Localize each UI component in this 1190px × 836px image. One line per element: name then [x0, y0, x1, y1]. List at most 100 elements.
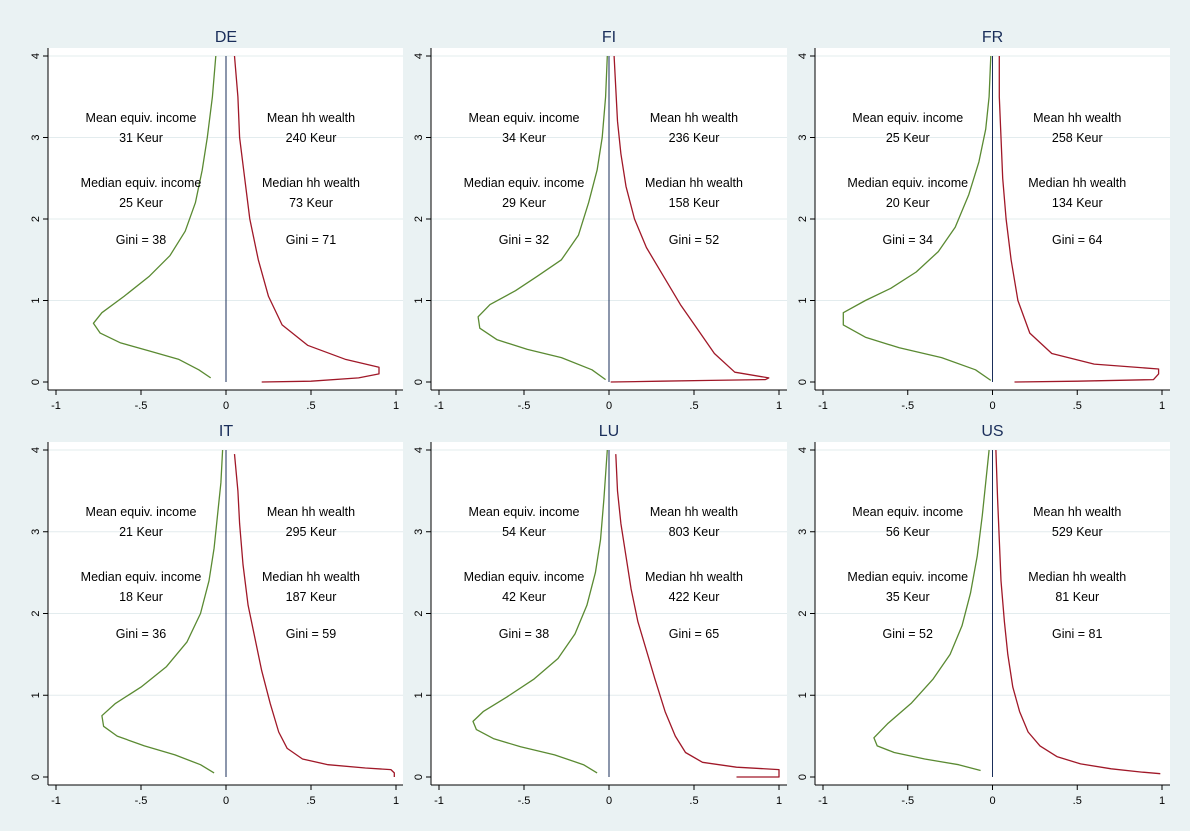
wealth-median-value: 73 Keur	[289, 196, 333, 210]
panel-lu: LU 0 1 2 3 4 -1 -.5 0 .5 1 Mean equiv. income Mean h…	[403, 418, 793, 813]
y-tick-label: 4	[30, 53, 42, 59]
y-tick-label: 2	[413, 216, 425, 222]
y-tick-label: 1	[797, 692, 809, 698]
wealth-density-line	[998, 56, 1160, 383]
income-mean-label: Mean equiv. income	[86, 111, 197, 125]
x-tick-label: 1	[776, 400, 782, 412]
wealth-mean-value: 240 Keur	[286, 131, 337, 145]
y-tick-label: 3	[797, 134, 809, 140]
x-tick-label: 1	[776, 795, 782, 807]
x-tick-label: -1	[51, 795, 61, 807]
income-density-line	[842, 55, 992, 381]
income-median-value: 25 Keur	[119, 196, 163, 210]
wealth-mean-label: Mean hh wealth	[650, 111, 738, 125]
wealth-median-label: Median hh wealth	[262, 570, 360, 584]
wealth-median-value: 422 Keur	[669, 590, 720, 604]
income-density-line	[873, 449, 990, 772]
wealth-mean-label: Mean hh wealth	[1033, 111, 1121, 125]
wealth-mean-value: 529 Keur	[1052, 525, 1103, 539]
wealth-median-label: Median hh wealth	[645, 176, 743, 190]
y-tick-label: 2	[797, 610, 809, 616]
income-median-label: Median equiv. income	[464, 176, 585, 190]
y-tick-label: 2	[30, 610, 42, 616]
wealth-density-line	[995, 449, 1161, 775]
x-tick-label: .5	[689, 795, 698, 807]
x-tick-label: 1	[393, 400, 399, 412]
wealth-gini-label: Gini = 52	[669, 233, 719, 247]
x-tick-label: -.5	[135, 795, 148, 807]
wealth-gini-label: Gini = 81	[1052, 627, 1102, 641]
wealth-median-value: 187 Keur	[286, 590, 337, 604]
income-median-value: 42 Keur	[502, 590, 546, 604]
income-mean-label: Mean equiv. income	[852, 111, 963, 125]
wealth-median-value: 158 Keur	[669, 196, 720, 210]
wealth-mean-value: 803 Keur	[669, 525, 720, 539]
y-tick-label: 1	[30, 297, 42, 303]
y-tick-label: 4	[30, 447, 42, 453]
income-mean-value: 54 Keur	[502, 525, 546, 539]
y-tick-label: 4	[413, 53, 425, 59]
x-tick-label: 1	[393, 795, 399, 807]
wealth-median-value: 134 Keur	[1052, 196, 1103, 210]
income-mean-label: Mean equiv. income	[852, 505, 963, 519]
y-tick-label: 3	[413, 529, 425, 535]
wealth-median-value: 81 Keur	[1055, 590, 1099, 604]
x-tick-label: .5	[689, 400, 698, 412]
y-tick-label: 0	[30, 379, 42, 385]
y-tick-label: 3	[30, 134, 42, 140]
x-tick-label: 0	[989, 400, 995, 412]
y-tick-label: 0	[413, 379, 425, 385]
wealth-median-label: Median hh wealth	[1028, 176, 1126, 190]
wealth-density-line	[233, 454, 395, 777]
x-tick-label: -.5	[518, 400, 531, 412]
wealth-mean-label: Mean hh wealth	[267, 505, 355, 519]
x-tick-label: -1	[818, 400, 828, 412]
income-mean-value: 34 Keur	[502, 131, 546, 145]
wealth-gini-label: Gini = 71	[286, 233, 336, 247]
y-tick-label: 4	[413, 447, 425, 453]
y-tick-label: 2	[413, 610, 425, 616]
x-tick-label: 0	[606, 400, 612, 412]
panel-de: DE 0 1 2 3 4 -1 -.5 0 .5 1 Mean equiv. income Mean h…	[10, 22, 404, 417]
wealth-gini-label: Gini = 64	[1052, 233, 1102, 247]
wealth-density-line	[615, 454, 780, 778]
income-median-label: Median equiv. income	[81, 176, 202, 190]
x-tick-label: -.5	[135, 400, 148, 412]
y-tick-label: 1	[413, 297, 425, 303]
wealth-mean-label: Mean hh wealth	[650, 505, 738, 519]
wealth-median-label: Median hh wealth	[262, 176, 360, 190]
income-gini-label: Gini = 38	[499, 627, 549, 641]
wealth-gini-label: Gini = 65	[669, 627, 719, 641]
income-median-value: 20 Keur	[886, 196, 930, 210]
income-median-value: 35 Keur	[886, 590, 930, 604]
panel-title: FI	[602, 29, 616, 46]
x-tick-label: 0	[606, 795, 612, 807]
income-mean-value: 56 Keur	[886, 525, 930, 539]
y-tick-label: 0	[413, 774, 425, 780]
income-mean-label: Mean equiv. income	[469, 111, 580, 125]
y-tick-label: 2	[797, 216, 809, 222]
panel-fi: FI 0 1 2 3 4 -1 -.5 0 .5 1 Mean equiv. income Mean h…	[403, 22, 793, 417]
income-density-line	[101, 449, 224, 774]
y-tick-label: 3	[30, 529, 42, 535]
x-tick-label: -1	[51, 400, 61, 412]
income-mean-value: 31 Keur	[119, 131, 163, 145]
y-tick-label: 1	[413, 692, 425, 698]
x-tick-label: -1	[434, 400, 444, 412]
wealth-median-label: Median hh wealth	[645, 570, 743, 584]
income-density-line	[92, 55, 217, 379]
panel-fr: FR 0 1 2 3 4 -1 -.5 0 .5 1 Mean equiv. income Mean h…	[796, 22, 1186, 417]
income-density-line	[477, 55, 608, 381]
wealth-mean-value: 258 Keur	[1052, 131, 1103, 145]
y-tick-label: 0	[797, 379, 809, 385]
x-tick-label: -.5	[901, 400, 914, 412]
income-gini-label: Gini = 36	[116, 627, 166, 641]
income-mean-value: 25 Keur	[886, 131, 930, 145]
y-tick-label: 0	[797, 774, 809, 780]
income-mean-value: 21 Keur	[119, 525, 163, 539]
wealth-gini-label: Gini = 59	[286, 627, 336, 641]
y-tick-label: 4	[797, 53, 809, 59]
y-tick-label: 3	[413, 134, 425, 140]
